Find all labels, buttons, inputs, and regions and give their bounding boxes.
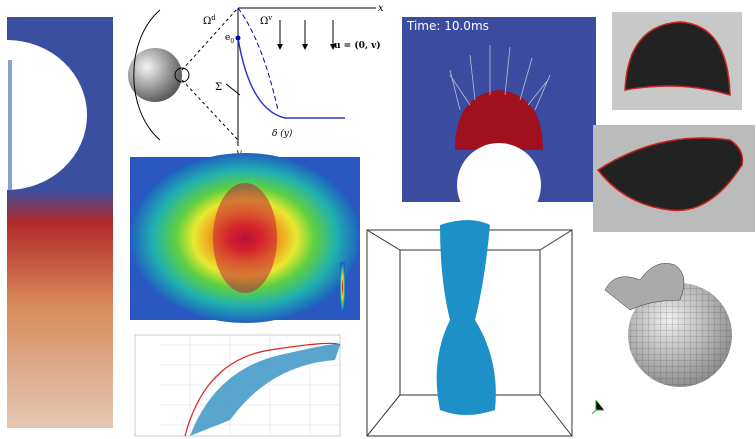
superscript: d (211, 14, 216, 22)
schematic: x y Ωd Ωv e0 Σ δ (y) u = (0, v) (128, 3, 384, 159)
offset: e0 (225, 33, 234, 45)
colorbar (8, 60, 12, 190)
simulation (402, 17, 596, 227)
mesh-sphere (592, 263, 732, 414)
collage: x y Ωd Ωv e0 Σ δ (y) u = (0, v) Time: 10… (0, 0, 756, 439)
symbol: Ω (260, 16, 268, 27)
drop-domain: Ωd (203, 14, 216, 27)
page: x y Ωd Ωv e0 Σ δ (y) u = (0, v) Time: 10… (0, 0, 756, 439)
droplet-photo (612, 12, 742, 110)
interface: Σ (215, 82, 222, 93)
droplet-photo (593, 125, 755, 232)
superscript: v (267, 14, 272, 22)
heatmap (130, 153, 360, 323)
film-thickness: δ (y) (272, 128, 293, 139)
symbol: Ω (203, 16, 211, 27)
x-axis-label: x (378, 3, 384, 14)
box-render (367, 220, 572, 436)
plot (135, 335, 340, 436)
velocity: u = (0, v) (334, 40, 381, 51)
time-label: Time: 10.0ms (406, 19, 489, 33)
vapor-domain: Ωv (260, 14, 272, 27)
subscript: 0 (230, 38, 234, 45)
